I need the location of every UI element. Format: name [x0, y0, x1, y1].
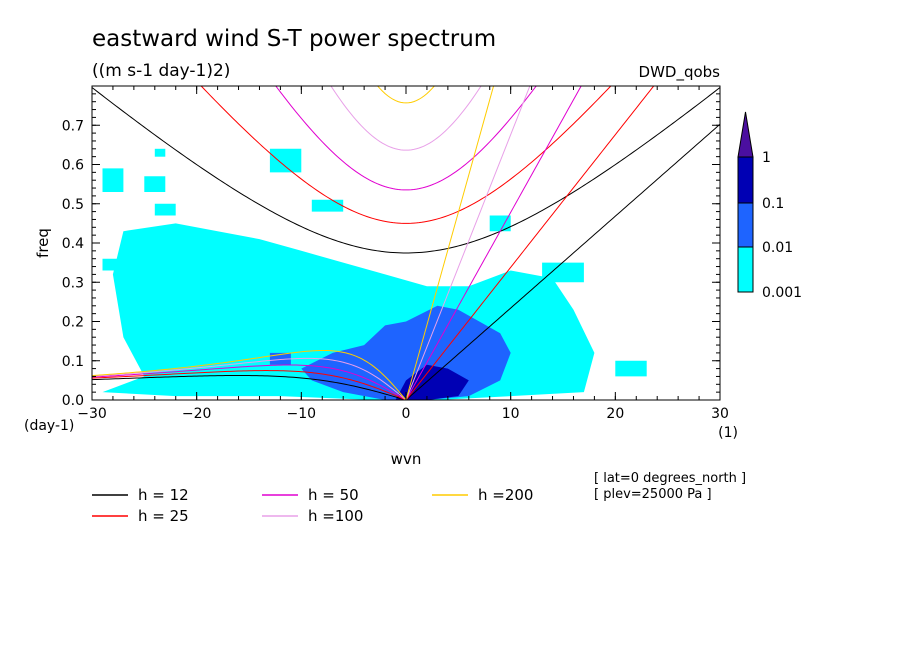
y-tick-label: 0.3 — [62, 275, 84, 291]
ig-curve-3 — [330, 86, 482, 151]
y-tick-label: 0.7 — [62, 118, 84, 134]
ig-curve-0 — [92, 87, 720, 254]
y-tick-label: 0.1 — [62, 354, 84, 370]
legend-label: h = 25 — [138, 507, 189, 525]
contour-region-2-0 — [395, 364, 469, 400]
y-tick-label: 0.0 — [62, 393, 84, 409]
kelvin-curve-4 — [405, 86, 495, 400]
x-tick-label: −10 — [287, 406, 317, 422]
legend-label: h = 12 — [138, 486, 189, 504]
x-axis-unit: (1) — [718, 425, 738, 441]
colorbar-level-label: 0.1 — [762, 196, 784, 212]
dispersion-curves — [92, 86, 720, 400]
dataset-label: DWD_qobs — [639, 63, 721, 82]
contour-region-0-9 — [102, 258, 124, 271]
x-tick-label: 30 — [711, 406, 729, 422]
legend-label: h = 50 — [308, 486, 359, 504]
contour-region-0-1 — [102, 168, 124, 192]
contour-region-0-2 — [154, 203, 176, 216]
legend-label: h =200 — [478, 486, 533, 504]
x-axis-label: wvn — [391, 450, 422, 468]
contour-region-1-1 — [269, 352, 291, 365]
colorbar-segment — [737, 202, 754, 248]
contour-region-0-4 — [269, 148, 302, 173]
rossby-curve-4 — [92, 349, 407, 400]
x-tick-label: 20 — [606, 406, 624, 422]
y-tick-label: 0.4 — [62, 236, 84, 252]
y-tick-label: 0.6 — [62, 158, 84, 174]
contour-region-0-10 — [615, 360, 647, 377]
chart-title: eastward wind S-T power spectrum — [92, 26, 496, 52]
kelvin-curve-3 — [405, 86, 531, 400]
kelvin-curve-1 — [405, 86, 655, 400]
y-tick-label: 0.2 — [62, 315, 84, 331]
legend-label: h =100 — [308, 507, 363, 525]
y-axis-unit: (day-1) — [24, 418, 74, 434]
contour-region-0-7 — [489, 215, 511, 232]
ig-curve-2 — [275, 86, 537, 191]
contour-region-0-3 — [144, 176, 166, 192]
contour-region-0-8 — [542, 262, 584, 283]
colorbar-level-label: 0.001 — [762, 285, 802, 301]
chart-units: ((m s-1 day-1)2) — [92, 61, 230, 81]
colorbar: 1 0.1 0.01 0.001 — [737, 111, 802, 301]
x-tick-label: 10 — [502, 406, 520, 422]
rossby-curve-3 — [92, 357, 407, 400]
contour-region-0-5 — [154, 148, 166, 157]
x-tick-label: −20 — [182, 406, 212, 422]
rossby-curve-1 — [92, 370, 407, 400]
kelvin-curve-2 — [405, 86, 582, 400]
kelvin-curve-0 — [405, 123, 720, 400]
annotation-plev: [ plev=25000 Pa ] — [594, 487, 712, 502]
contour-layer — [102, 148, 647, 400]
x-tick-label: −30 — [77, 406, 107, 422]
x-tick-label: 0 — [402, 406, 411, 422]
y-tick-label: 0.5 — [62, 197, 84, 213]
ig-curve-4 — [376, 86, 436, 104]
colorbar-top-arrow — [737, 111, 754, 158]
colorbar-level-label: 1 — [762, 150, 771, 166]
annotation-lat: [ lat=0 degrees_north ] — [594, 471, 746, 486]
axis-ticks: −30 −20 −10 0 10 20 30 0.0 0.1 0.2 0.3 0.4 0.5 0.6 0.7 — [62, 86, 729, 422]
colorbar-segment — [737, 246, 754, 293]
colorbar-segment — [737, 156, 754, 204]
rossby-curve-0 — [92, 374, 407, 400]
ig-curve-1 — [200, 86, 612, 224]
legend: h = 12 h = 25 h = 50 h =100 h =200 — [92, 486, 533, 525]
y-axis-label: freq — [34, 228, 52, 258]
colorbar-level-label: 0.01 — [762, 240, 793, 256]
rossby-curve-2 — [92, 364, 407, 400]
contour-region-0-6 — [311, 199, 344, 212]
